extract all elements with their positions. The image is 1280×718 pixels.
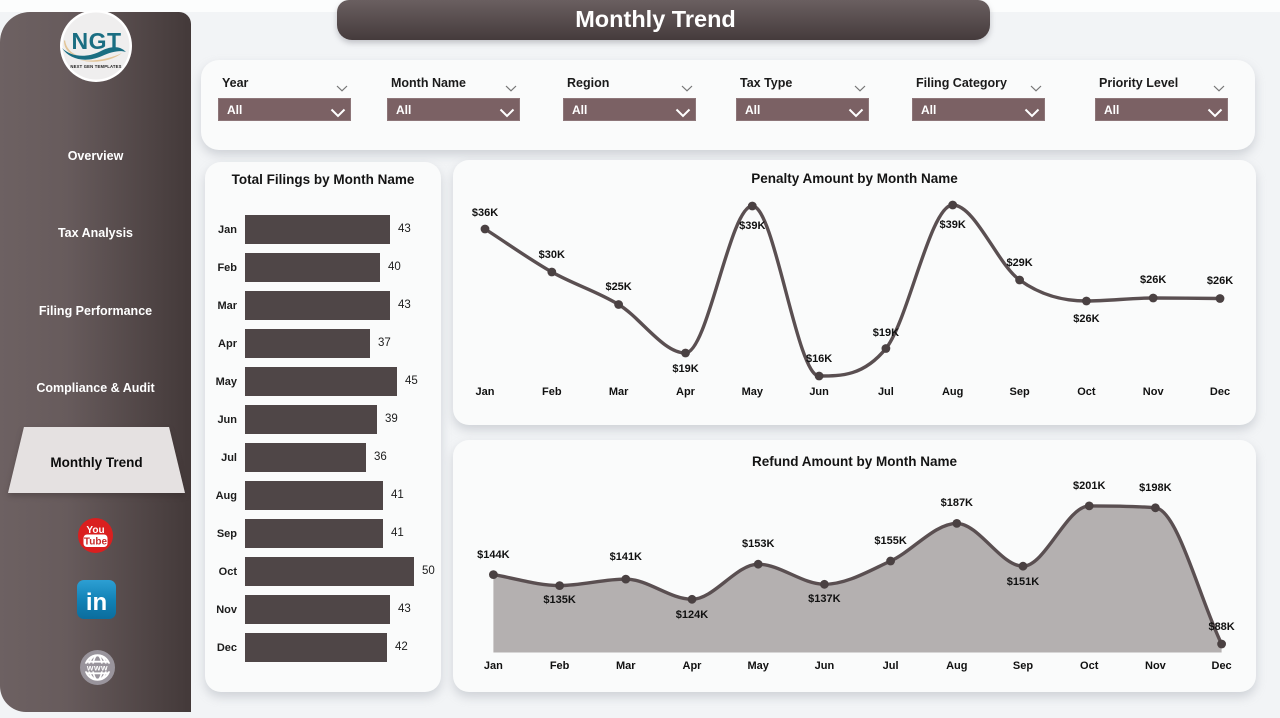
svg-text:Tube: Tube bbox=[84, 537, 108, 548]
svg-text:NEXT GEN TEMPLATES: NEXT GEN TEMPLATES bbox=[70, 64, 121, 69]
svg-text:www: www bbox=[86, 663, 108, 673]
svg-text:in: in bbox=[86, 589, 107, 616]
svg-text:You: You bbox=[86, 525, 104, 536]
